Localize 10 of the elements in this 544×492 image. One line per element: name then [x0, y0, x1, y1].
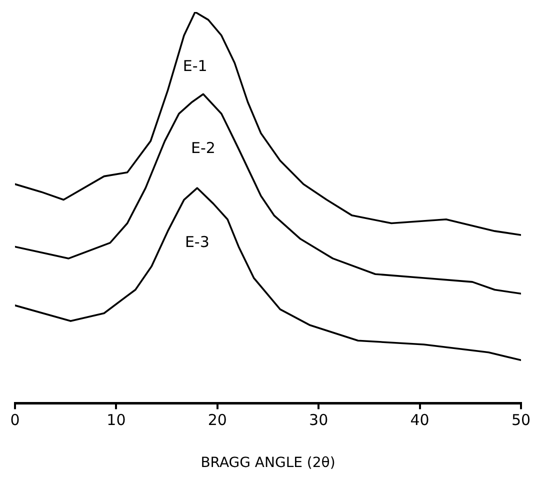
series-label: E-3: [184, 232, 210, 251]
series-label: E-1: [182, 56, 208, 75]
x-tick-label: 30: [309, 411, 328, 430]
x-axis-title: BRAGG ANGLE (2θ): [200, 455, 336, 472]
x-tick-label: 40: [410, 411, 430, 430]
x-tick-label: 10: [106, 411, 126, 430]
x-tick-label: 0: [10, 411, 20, 430]
x-tick-label: 50: [511, 411, 531, 430]
x-tick-label: 20: [208, 411, 227, 430]
series-label: E-2: [191, 139, 216, 158]
